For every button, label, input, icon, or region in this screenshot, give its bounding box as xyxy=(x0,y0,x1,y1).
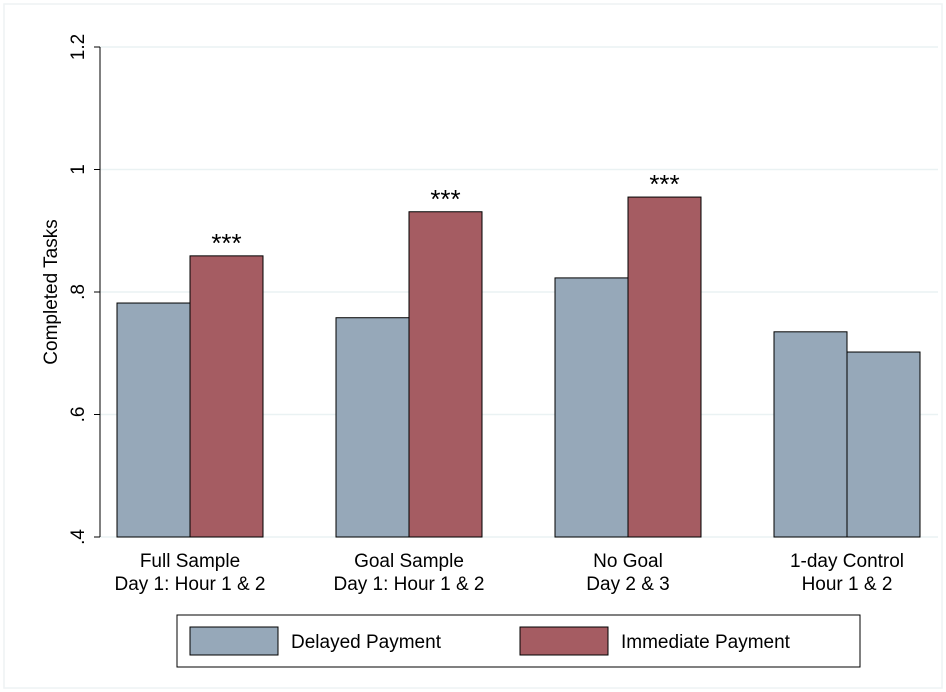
x-tick-label: 1-day Control xyxy=(790,551,904,572)
x-tick-label: Hour 1 & 2 xyxy=(802,574,893,595)
y-tick-label: 1.2 xyxy=(68,34,89,60)
y-axis-title: Completed Tasks xyxy=(41,219,62,364)
bar xyxy=(773,331,848,538)
x-tick-label: Day 2 & 3 xyxy=(586,574,669,595)
y-tick-label: 1 xyxy=(68,164,89,175)
legend-label: Delayed Payment xyxy=(291,632,442,653)
legend-swatch xyxy=(189,626,279,656)
y-tick-label: .4 xyxy=(68,529,89,545)
y-tick-label: .6 xyxy=(68,407,89,423)
annotation: *** xyxy=(430,184,460,214)
bar xyxy=(627,196,702,538)
x-tick-label: Full Sample xyxy=(140,551,240,572)
bar xyxy=(408,211,483,538)
x-tick-label: Goal Sample xyxy=(354,551,464,572)
x-tick-label: Day 1: Hour 1 & 2 xyxy=(333,574,484,595)
bar xyxy=(335,317,410,538)
annotation: *** xyxy=(211,228,241,258)
y-tick-label: .8 xyxy=(68,284,89,300)
x-tick-label: Day 1: Hour 1 & 2 xyxy=(114,574,265,595)
bar xyxy=(116,302,191,538)
bar xyxy=(846,351,921,538)
x-tick-label: No Goal xyxy=(593,551,663,572)
legend-label: Immediate Payment xyxy=(621,632,791,653)
legend-swatch xyxy=(519,626,609,656)
bar xyxy=(189,255,264,538)
bar xyxy=(554,277,629,538)
legend-box xyxy=(176,614,861,668)
annotation: *** xyxy=(649,169,679,199)
